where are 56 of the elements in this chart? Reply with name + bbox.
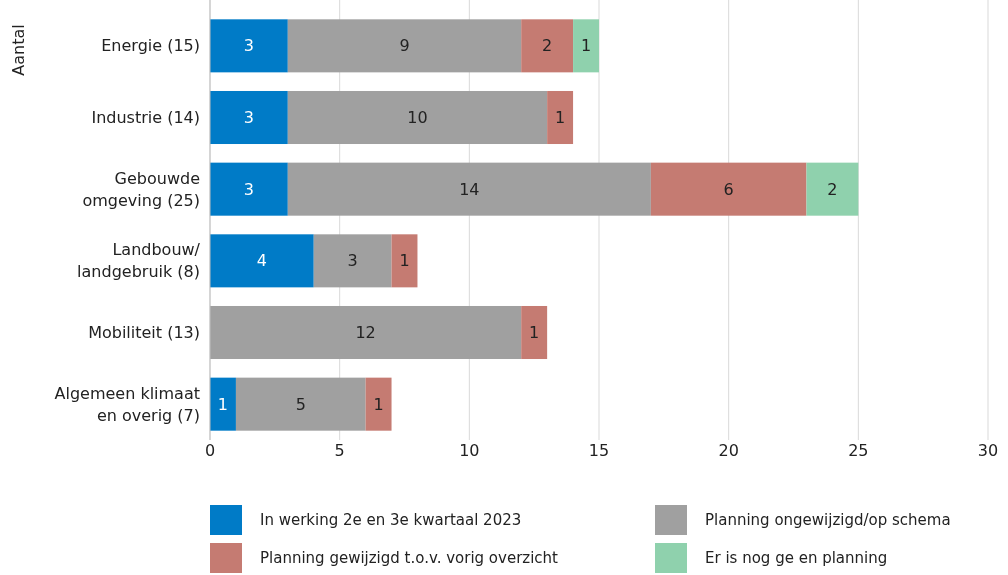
bar <box>210 162 288 216</box>
bar <box>210 234 314 288</box>
legend-label: Planning gewijzigd t.o.v. vorig overzicht <box>260 549 559 568</box>
data-label: 10 <box>407 108 428 128</box>
bar <box>235 377 366 431</box>
bar <box>313 234 392 288</box>
data-label: 6 <box>723 179 734 199</box>
data-label: 3 <box>243 108 254 128</box>
bar <box>521 19 574 73</box>
bar <box>210 305 522 360</box>
y-tick-label: Algemeen klimaat en overig (7) <box>54 383 200 425</box>
bar <box>573 19 599 73</box>
x-tick-label: 20 <box>718 441 739 460</box>
x-tick-label: 15 <box>588 441 610 460</box>
legend-label: Er is nog ge en planning <box>705 549 888 568</box>
bar <box>806 162 859 216</box>
x-tick-label: 5 <box>334 441 345 460</box>
data-label: 14 <box>459 179 480 199</box>
data-label: 3 <box>243 36 254 56</box>
bar <box>365 377 392 431</box>
bar <box>287 90 548 145</box>
y-tick-label: Landbouw/ landgebruik (8) <box>77 240 201 282</box>
data-label: 1 <box>399 251 410 271</box>
bar <box>210 90 288 145</box>
data-label: 2 <box>542 36 553 56</box>
bar <box>210 19 288 73</box>
data-label: 1 <box>580 36 592 56</box>
y-axis-title: Aantal <box>9 24 28 76</box>
y-tick-label: Energie (15) <box>101 36 200 56</box>
data-label: 3 <box>243 179 254 199</box>
bar <box>287 162 651 216</box>
bar <box>210 377 236 431</box>
data-label: 4 <box>256 251 267 271</box>
data-label: 5 <box>295 394 306 414</box>
x-tick-label: 0 <box>204 441 216 460</box>
x-tick-label: 30 <box>977 441 999 460</box>
legend-label: In werking 2e en 3e kwartaal 2023 <box>260 511 522 530</box>
bar <box>391 234 418 288</box>
data-label: 1 <box>555 108 566 128</box>
x-tick-label: 25 <box>848 441 869 460</box>
bar <box>287 19 522 73</box>
bar <box>547 90 574 145</box>
legend-label: Planning ongewijzigd/op schema <box>705 511 951 530</box>
data-label: 1 <box>373 394 384 414</box>
data-label: 3 <box>347 251 358 271</box>
y-tick-label: Mobiliteit (13) <box>88 323 200 343</box>
y-tick-label: Industrie (14) <box>91 108 200 128</box>
data-label: 1 <box>217 394 229 414</box>
bar <box>521 305 548 360</box>
bar <box>650 162 807 216</box>
data-label: 12 <box>355 323 376 343</box>
y-tick-label: Gebouwde omgeving (25) <box>82 168 200 210</box>
x-tick-label: 10 <box>459 441 480 460</box>
data-label: 9 <box>399 36 410 56</box>
data-label: 2 <box>827 179 838 199</box>
data-label: 1 <box>529 323 540 343</box>
